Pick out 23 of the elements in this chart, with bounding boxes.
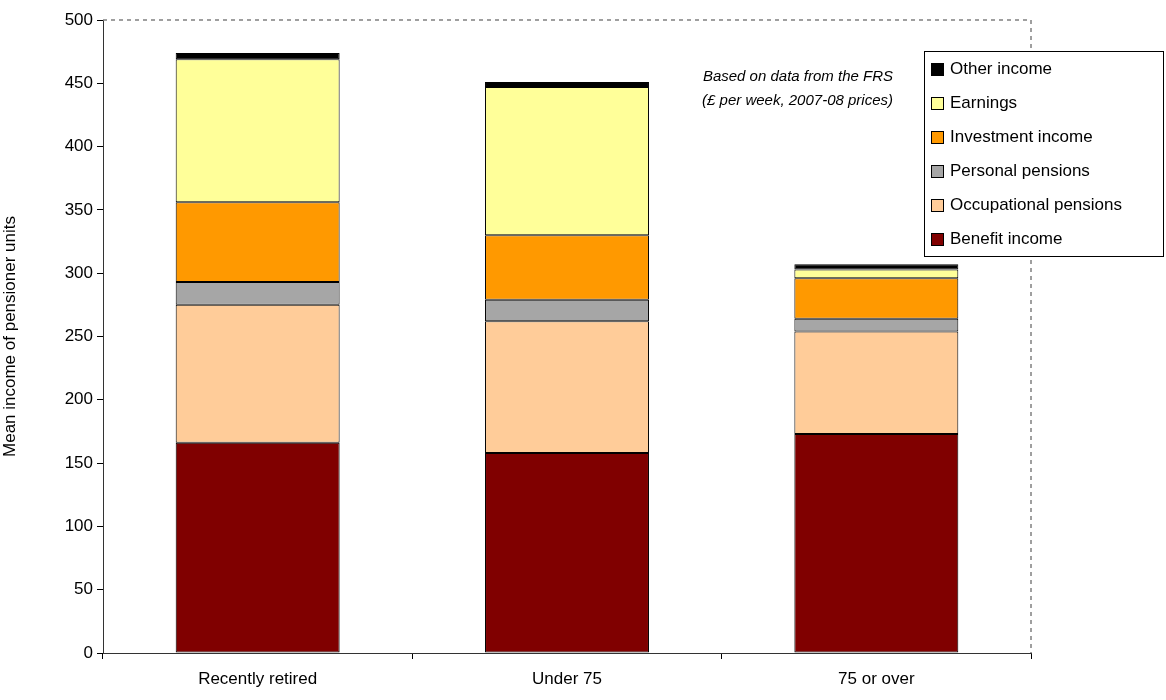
y-tick-label: 450 [64,72,93,92]
y-tick-label: 500 [64,9,93,29]
legend-label: Occupational pensions [950,195,1123,215]
y-axis-title: Mean income of pensioner units [0,216,19,457]
y-tick-label: 200 [64,389,93,409]
x-tick-label: Recently retired [198,668,318,688]
annotation: (£ per week, 2007-08 prices) [702,90,893,110]
annotation: Based on data from the FRS [702,66,893,86]
y-tick-label: 150 [64,452,93,472]
y-tick-label: 50 [74,579,93,599]
y-tick-label: 350 [64,199,93,219]
legend-label: Other income [950,59,1053,79]
y-tick-label: 250 [64,326,93,346]
y-tick-label: 400 [64,136,93,156]
legend-label: Benefit income [950,229,1063,249]
legend-label: Investment income [950,127,1093,147]
legend-label: Earnings [950,93,1018,113]
y-tick-label: 0 [83,642,93,662]
y-tick-label: 100 [64,516,93,536]
x-tick-label: 75 or over [838,668,915,688]
y-tick-label: 300 [64,262,93,282]
x-tick-label: Under 75 [532,668,602,688]
legend-label: Personal pensions [950,161,1090,181]
